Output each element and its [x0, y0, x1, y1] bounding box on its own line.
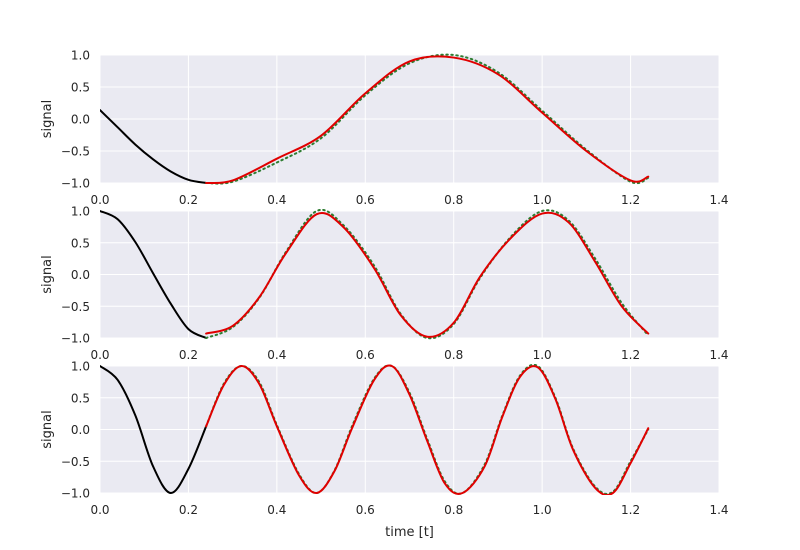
x-tick-label: 0.6	[356, 193, 375, 207]
y-tick-label: −1.0	[61, 177, 90, 191]
subplot-1: 0.0 0.2 0.4 0.6 0.8 1.0 1.2 1.4 1.0 0.5 0.0 −0.5 −1.…	[40, 49, 729, 208]
x-tick-label: 0.4	[267, 503, 286, 517]
x-tick-label: 0.2	[179, 348, 198, 362]
x-tick-label: 0.0	[90, 348, 109, 362]
y-tick-label: −1.0	[61, 487, 90, 501]
x-tick-label: 1.2	[621, 503, 640, 517]
y-tick-label: 0.5	[71, 391, 90, 405]
x-tick-label: 0.8	[444, 348, 463, 362]
y-tick-label: −0.5	[61, 145, 90, 159]
x-tick-label: 0.6	[356, 348, 375, 362]
x-tick-label: 0.0	[90, 193, 109, 207]
x-tick-label: 0.4	[267, 348, 286, 362]
x-tick-label: 1.0	[533, 503, 552, 517]
y-tick-label: 0.0	[71, 423, 90, 437]
y-tick-label: 1.0	[71, 49, 90, 63]
y-tick-label: 0.5	[71, 236, 90, 250]
subplot-2: 0.0 0.2 0.4 0.6 0.8 1.0 1.2 1.4 1.0 0.5 0.0 −0.5 −1.…	[40, 205, 729, 363]
x-tick-label: 1.0	[533, 348, 552, 362]
prediction-series-line	[205, 55, 650, 185]
input-series-line	[100, 365, 208, 494]
x-tick-label: 1.0	[533, 193, 552, 207]
y-tick-label: −0.5	[61, 455, 90, 469]
x-tick-label: 0.8	[444, 503, 463, 517]
x-tick-label: 0.4	[267, 193, 286, 207]
x-axis-label: time [t]	[385, 525, 434, 540]
x-tick-label: 1.4	[709, 503, 728, 517]
subplot-3: 0.0 0.2 0.4 0.6 0.8 1.0 1.2 1.4 1.0 0.5 0.0 −0.5 −1.…	[40, 360, 729, 541]
y-axis-label: signal	[40, 255, 55, 293]
input-series-line	[100, 109, 208, 184]
y-tick-label: −1.0	[61, 332, 90, 346]
prediction-series-line	[205, 364, 650, 495]
y-tick-label: 0.5	[71, 81, 90, 95]
prediction-series-line	[205, 211, 650, 338]
x-tick-label: 1.4	[709, 348, 728, 362]
y-tick-label: 0.0	[71, 113, 90, 127]
x-tick-label: 0.6	[356, 503, 375, 517]
y-tick-label: 1.0	[71, 205, 90, 219]
y-axis-label: signal	[40, 410, 55, 448]
x-tick-label: 1.4	[709, 193, 728, 207]
x-tick-label: 0.2	[179, 503, 198, 517]
y-tick-label: −0.5	[61, 300, 90, 314]
x-tick-label: 0.8	[444, 193, 463, 207]
x-tick-label: 1.2	[621, 348, 640, 362]
x-tick-label: 0.2	[179, 193, 198, 207]
y-tick-label: 1.0	[71, 360, 90, 374]
y-axis-label: signal	[40, 100, 55, 138]
x-tick-label: 0.0	[90, 503, 109, 517]
input-series-line	[100, 210, 208, 339]
y-tick-label: 0.0	[71, 268, 90, 282]
x-tick-label: 1.2	[621, 193, 640, 207]
